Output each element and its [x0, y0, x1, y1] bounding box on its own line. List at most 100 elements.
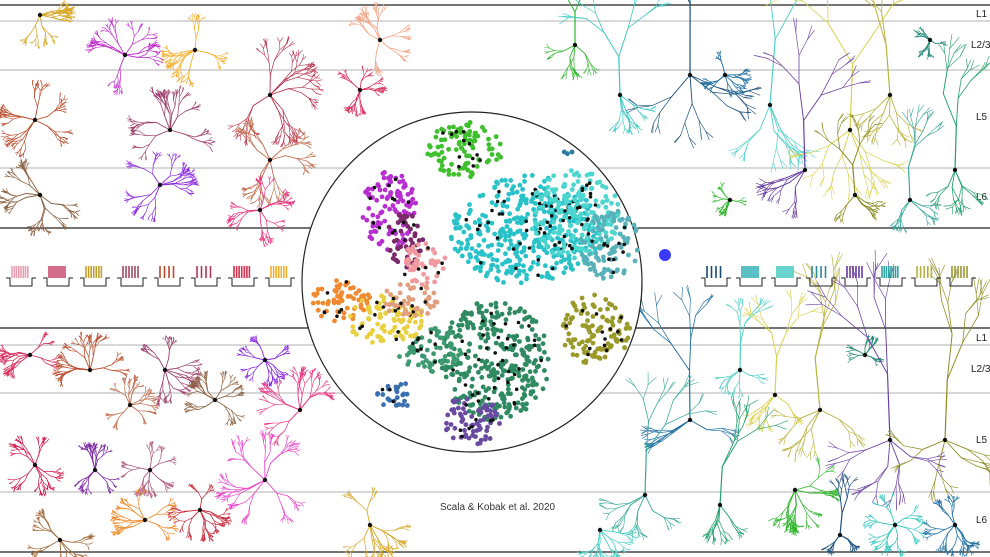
embedding-point — [506, 246, 512, 252]
embedding-point — [517, 257, 523, 263]
patch-seq-cell-dot — [590, 239, 594, 243]
embedding-point — [546, 275, 552, 280]
patch-seq-cell-dot — [406, 200, 411, 204]
embedding-point — [352, 305, 358, 310]
embedding-point — [618, 217, 623, 223]
patch-seq-cell-dot — [460, 339, 465, 344]
soma-dot — [792, 487, 798, 493]
patch-seq-cell-dot — [471, 156, 475, 161]
embedding-point — [505, 386, 511, 392]
patch-seq-cell-dot — [461, 129, 466, 134]
embedding-point — [502, 301, 508, 306]
embedding-point — [512, 310, 518, 315]
embedding-point — [370, 223, 376, 229]
embedding-point — [390, 203, 396, 208]
embedding-point — [353, 291, 359, 296]
embedding-point — [384, 288, 390, 294]
embedding-point — [392, 303, 398, 309]
embedding-point — [394, 190, 400, 196]
inhibitory-neuron-br-4 — [845, 334, 885, 367]
embedding-point — [527, 347, 532, 352]
embedding-point — [483, 213, 488, 219]
embedding-point — [523, 373, 529, 379]
embedding-point — [445, 426, 451, 431]
embedding-point — [424, 275, 430, 281]
embedding-point — [471, 410, 476, 415]
patch-seq-cell-dot — [495, 199, 500, 204]
embedding-point — [589, 210, 595, 215]
embedding-point — [540, 221, 546, 227]
patch-seq-cell-dot — [489, 311, 494, 316]
soma-dot — [262, 477, 268, 483]
embedding-point — [516, 262, 522, 267]
patch-seq-cell-dot — [344, 280, 349, 284]
soma-dot — [802, 167, 808, 173]
embedding-point — [478, 418, 483, 423]
embedding-point — [600, 227, 605, 232]
embedding-point — [568, 223, 574, 228]
embedding-point — [517, 182, 523, 188]
embedding-point — [600, 314, 605, 320]
patch-seq-cell-dot — [580, 222, 584, 227]
patch-seq-cell-dot — [485, 346, 489, 350]
embedding-point — [525, 337, 531, 343]
excitatory-neuron-tr-1 — [626, 0, 762, 149]
embedding-point — [495, 248, 501, 254]
patch-seq-cell-dot — [476, 399, 481, 403]
patch-seq-cell-dot — [622, 242, 627, 247]
embedding-point — [583, 343, 588, 349]
excitatory-neuron-br-2 — [741, 289, 823, 433]
embedding-point — [457, 347, 463, 353]
embedding-point — [514, 215, 520, 221]
patch-seq-cell-dot — [504, 346, 509, 350]
embedding-point — [466, 435, 472, 441]
patch-seq-cell-dot — [538, 226, 543, 231]
excitatory-neuron-br-3 — [770, 251, 867, 463]
embedding-point — [489, 361, 495, 367]
embedding-point — [500, 226, 506, 232]
embedding-point — [393, 209, 399, 215]
soma-dot — [597, 527, 603, 533]
embedding-point — [424, 347, 430, 353]
embedding-point — [478, 264, 483, 270]
embedding-point — [490, 314, 495, 319]
embedding-point — [421, 271, 426, 277]
embedding-point — [462, 165, 468, 171]
embedding-point — [573, 245, 579, 250]
patch-seq-cell-dot — [505, 337, 510, 341]
embedding-point — [504, 270, 509, 276]
patch-seq-cell-dot — [602, 242, 607, 246]
layer-label-l5: L5 — [976, 112, 988, 123]
embedding-point — [452, 425, 458, 431]
embedding-point — [413, 319, 418, 325]
embedding-point — [482, 364, 488, 369]
embedding-point — [515, 229, 520, 235]
embedding-point — [380, 392, 386, 397]
embedding-point — [426, 294, 432, 300]
embedding-point — [412, 233, 418, 239]
inhibitory-neuron-bl-4 — [105, 374, 159, 431]
embedding-point — [566, 260, 572, 266]
embedding-point — [364, 300, 370, 306]
embedding-point — [372, 228, 377, 234]
inhibitory-neuron-bl-6 — [256, 366, 336, 447]
embedding-point — [534, 222, 540, 228]
tsne-embedding — [301, 111, 671, 453]
embedding-point — [392, 252, 397, 257]
embedding-point — [393, 384, 399, 390]
embedding-point — [419, 335, 425, 341]
embedding-point — [529, 319, 535, 325]
soma-dot — [142, 517, 148, 523]
patch-seq-cell-dot — [481, 333, 486, 337]
embedding-point — [478, 410, 484, 415]
soma-dot — [127, 402, 133, 408]
embedding-point — [557, 227, 563, 233]
patch-seq-cell-dot — [457, 155, 462, 159]
embedding-point — [483, 338, 489, 344]
embedding-point — [522, 173, 527, 179]
embedding-point — [431, 351, 436, 357]
embedding-point — [406, 204, 412, 210]
embedding-point — [587, 329, 593, 335]
embedding-point — [467, 137, 473, 143]
embedding-circle — [301, 111, 643, 453]
